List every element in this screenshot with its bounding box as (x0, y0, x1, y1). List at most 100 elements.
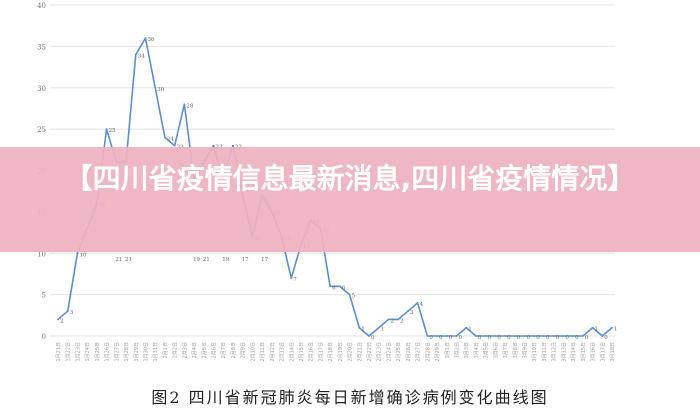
data-point (465, 326, 468, 329)
data-label: 0 (449, 335, 453, 341)
series-line (57, 37, 613, 337)
data-point (426, 335, 429, 337)
data-label: 0 (478, 335, 482, 341)
data-label: 1 (381, 327, 385, 333)
x-tick-label: 1月29日 (134, 342, 140, 362)
y-tick-label: 10 (37, 250, 46, 258)
data-label: 19 (193, 257, 200, 263)
y-tick-label: 0 (42, 333, 46, 341)
data-point (601, 335, 604, 337)
data-label: 5 (352, 294, 356, 300)
data-label: 0 (507, 335, 511, 341)
data-point (76, 252, 79, 255)
banner-title: 【四川省疫情信息最新消息,四川省疫情情况】 (64, 162, 636, 195)
x-tick-label: 3月7日 (503, 342, 509, 358)
x-tick-label: 2月16日 (309, 342, 315, 362)
data-point (183, 103, 186, 106)
x-tick-label: 2月17日 (318, 342, 324, 362)
data-label: 3 (410, 310, 414, 316)
x-tick-label: 1月30日 (143, 342, 149, 362)
x-tick-label: 2月15日 (299, 342, 305, 362)
data-point (329, 285, 332, 288)
data-label: 24 (167, 136, 174, 142)
data-point (494, 335, 497, 337)
data-label: 0 (604, 335, 608, 341)
data-point (57, 318, 59, 321)
data-point (66, 310, 69, 313)
x-tick-label: 2月22日 (367, 342, 373, 362)
data-label: 21 (115, 257, 122, 263)
data-label: 21 (125, 257, 132, 263)
data-point (504, 335, 506, 337)
data-label: 25 (109, 128, 116, 134)
data-label: 17 (242, 257, 249, 263)
data-point (445, 335, 448, 337)
chart-caption: 图2 四川省新冠肺炎每日新增确诊病例变化曲线图 (151, 388, 549, 407)
data-point (591, 326, 594, 329)
data-label: 19 (222, 257, 229, 263)
data-label: 7 (293, 277, 297, 283)
data-point (484, 335, 487, 337)
x-tick-label: 3月10日 (532, 342, 538, 362)
x-tick-label: 3月5日 (484, 342, 490, 358)
x-tick-label: 3月8日 (513, 342, 519, 358)
data-label: 0 (546, 335, 550, 341)
data-point (552, 335, 555, 337)
data-label: 0 (536, 335, 540, 341)
x-tick-label: 3月16日 (591, 342, 597, 362)
x-tick-label: 1月28日 (124, 342, 130, 362)
data-label: 0 (565, 335, 569, 341)
data-point (523, 335, 526, 337)
x-tick-label: 3月6日 (493, 342, 499, 358)
data-label: 17 (261, 257, 268, 263)
data-label: 0 (517, 335, 521, 341)
x-tick-label: 2月8日 (231, 342, 237, 358)
x-tick-label: 1月26日 (105, 342, 111, 362)
data-point (134, 53, 137, 56)
x-tick-label: 3月17日 (600, 342, 606, 362)
data-label: 0 (497, 335, 501, 341)
x-tick-label: 2月23日 (377, 342, 383, 362)
x-tick-label: 2月3日 (182, 342, 188, 358)
data-point (436, 335, 438, 337)
x-tick-label: 3月11日 (542, 342, 548, 362)
x-tick-label: 2月25日 (396, 342, 402, 362)
data-label: 34 (138, 54, 145, 60)
data-point (377, 326, 380, 329)
data-point (290, 277, 293, 279)
x-tick-label: 3月3日 (464, 342, 470, 358)
data-point (338, 285, 341, 288)
data-point (144, 37, 147, 39)
x-tick-label: 3月15日 (581, 342, 587, 362)
x-tick-label: 2月10日 (250, 342, 256, 362)
data-point (562, 335, 565, 337)
data-point (154, 86, 157, 89)
y-tick-label: 35 (37, 43, 46, 51)
data-point (212, 144, 215, 147)
x-tick-label: 3月2日 (454, 342, 460, 358)
data-label: 0 (458, 335, 462, 341)
x-tick-label: 2月20日 (348, 342, 354, 362)
data-point (543, 335, 545, 337)
data-point (232, 144, 234, 147)
data-point (581, 335, 584, 337)
x-tick-label: 2月21日 (357, 342, 363, 362)
x-tick-label: 2月18日 (328, 342, 334, 362)
data-label: 2 (60, 318, 64, 324)
x-tick-label: 2月28日 (425, 342, 431, 362)
x-tick-label: 1月21日 (56, 342, 62, 362)
data-point (164, 136, 166, 139)
x-tick-label: 2月13日 (280, 342, 286, 362)
data-label: 6 (332, 285, 336, 291)
x-tick-label: 2月14日 (289, 342, 295, 362)
x-tick-label: 2月26日 (406, 342, 412, 362)
x-tick-label: 2月27日 (416, 342, 422, 362)
x-tick-label: 1月25日 (95, 342, 101, 362)
data-point (572, 335, 575, 337)
data-label: 0 (575, 335, 579, 341)
data-point (358, 326, 361, 329)
data-label: 0 (556, 335, 560, 341)
y-tick-label: 40 (37, 2, 46, 10)
x-tick-label: 2月6日 (212, 342, 218, 358)
data-label: 3 (70, 310, 74, 316)
